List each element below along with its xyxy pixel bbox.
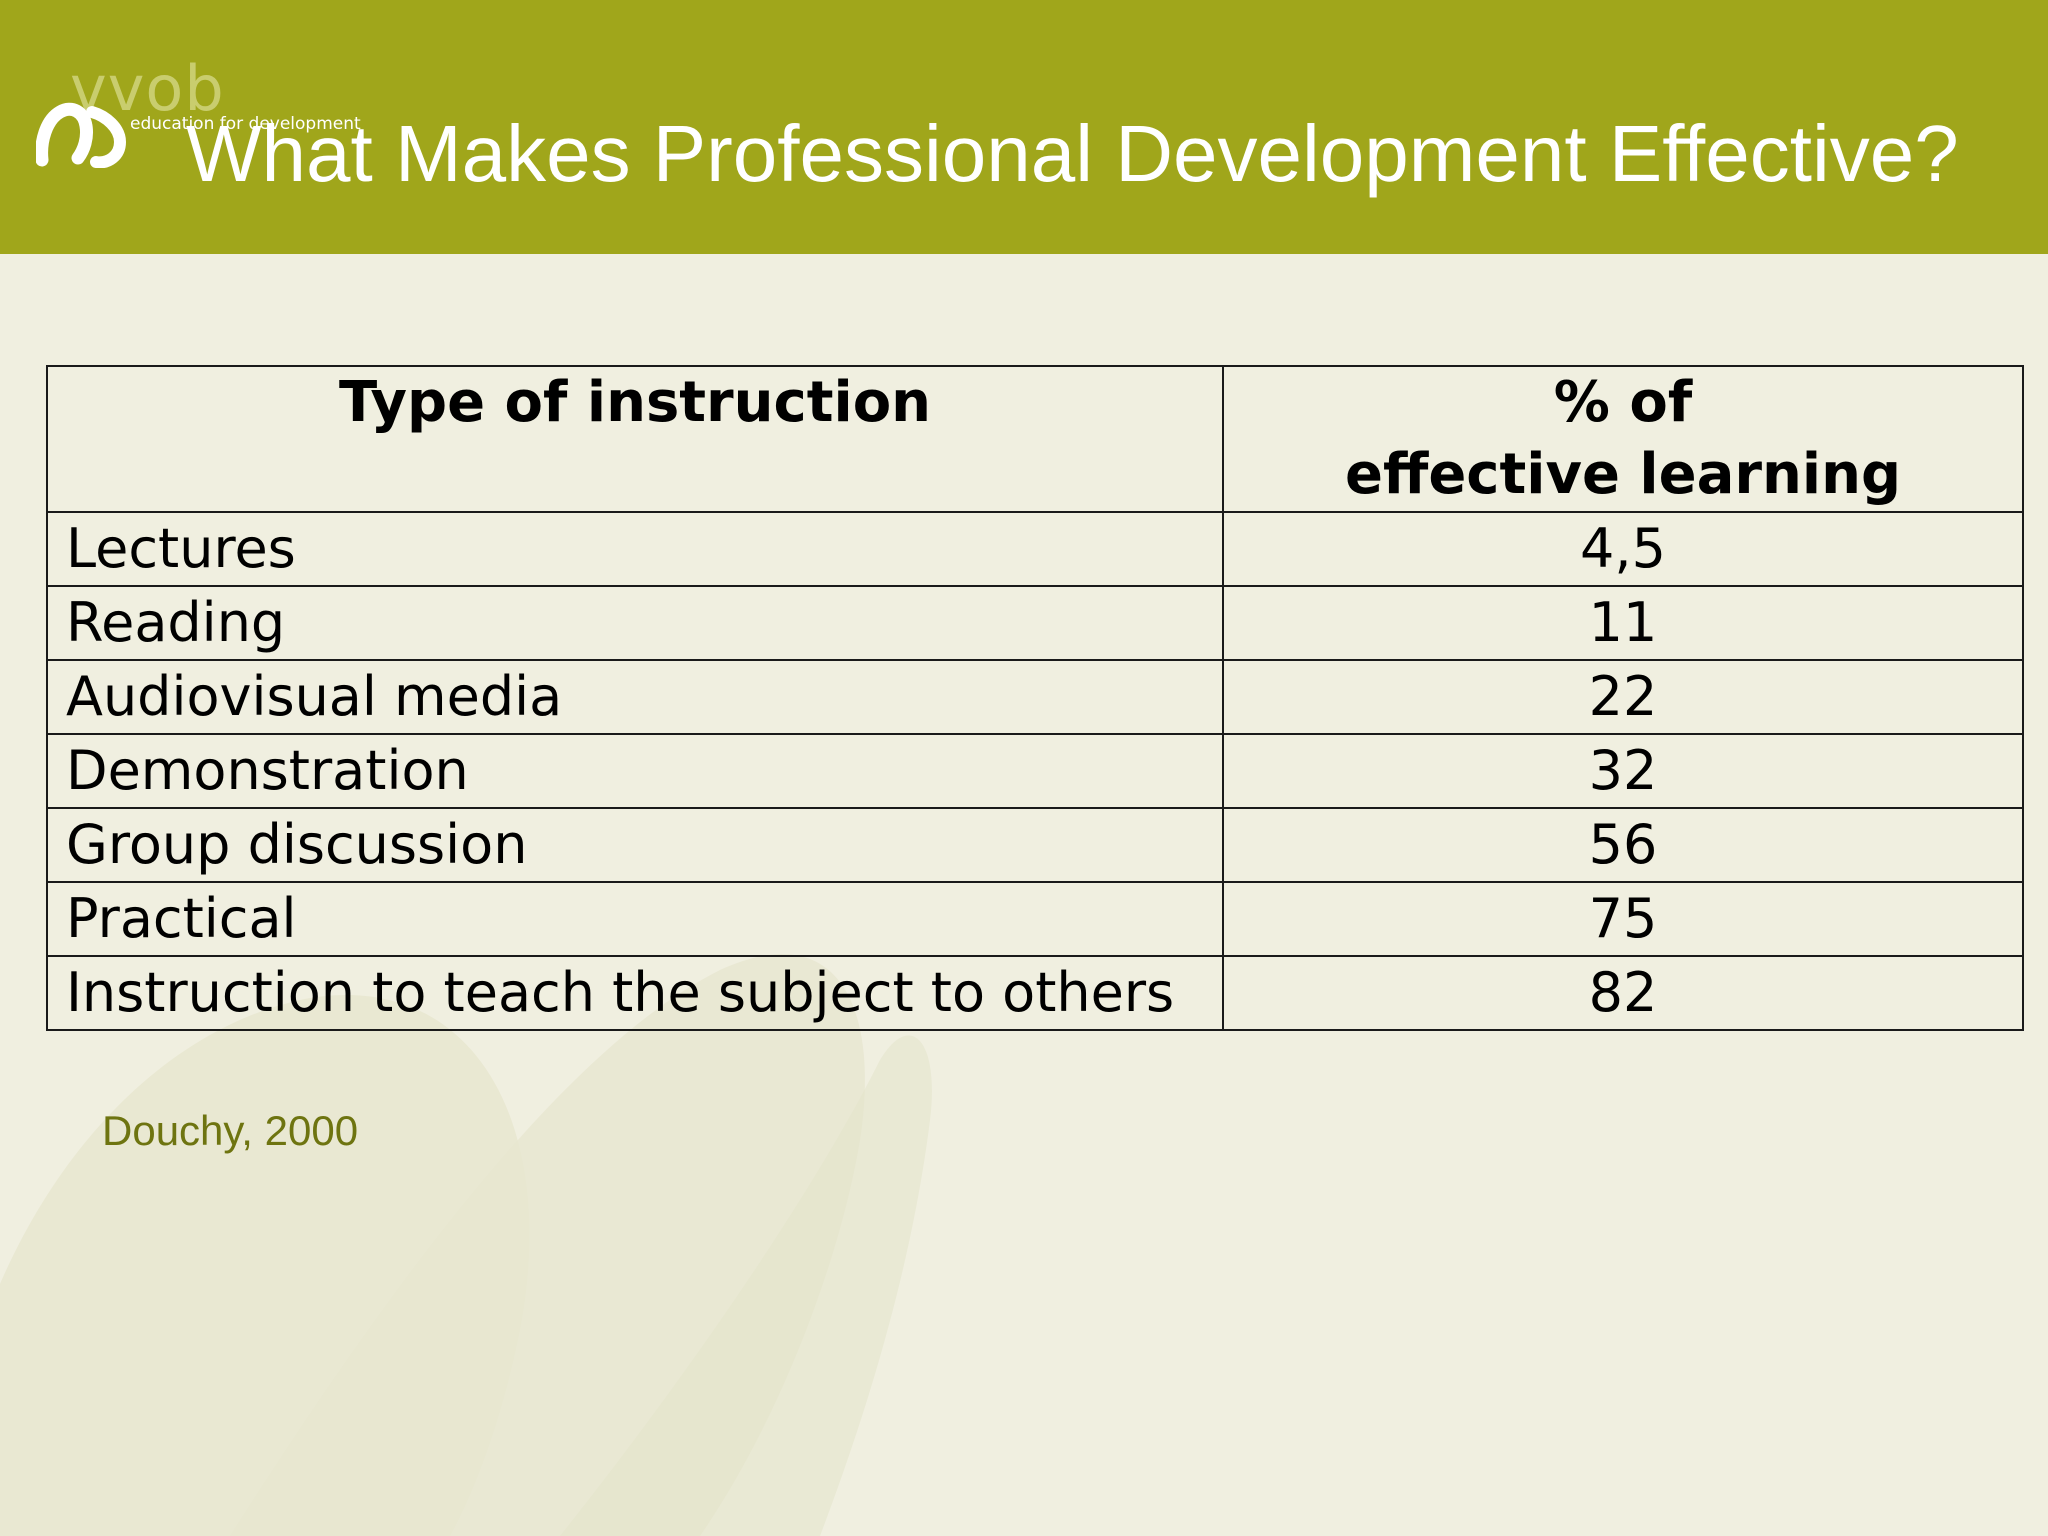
table-row: Practical 75	[46, 881, 2024, 957]
table-row: Instruction to teach the subject to othe…	[46, 955, 2024, 1031]
table-row: Audiovisual media 22	[46, 659, 2024, 735]
cell-percent: 22	[1222, 659, 2024, 735]
instruction-table: Type of instruction % of effective learn…	[46, 365, 2024, 1031]
header-percent-line1: % of	[1553, 370, 1693, 435]
table-row: Demonstration 32	[46, 733, 2024, 809]
logo: vvob education for development	[36, 58, 361, 178]
cell-percent: 11	[1222, 585, 2024, 661]
header-percent-effective-learning: % of effective learning	[1222, 365, 2024, 513]
cell-type: Practical	[46, 881, 1224, 957]
cell-type: Lectures	[46, 511, 1224, 587]
cell-type: Group discussion	[46, 807, 1224, 883]
cell-type: Demonstration	[46, 733, 1224, 809]
source-citation: Douchy, 2000	[102, 1107, 359, 1154]
cell-percent: 4,5	[1222, 511, 2024, 587]
cell-percent: 56	[1222, 807, 2024, 883]
cell-type: Instruction to teach the subject to othe…	[46, 955, 1224, 1031]
cell-type: Audiovisual media	[46, 659, 1224, 735]
header-bar: vvob education for development What Make…	[0, 0, 2048, 254]
header-type-of-instruction: Type of instruction	[46, 365, 1224, 513]
vvob-logo-icon	[36, 102, 127, 168]
header-percent-line2: effective learning	[1344, 442, 1902, 507]
slide-title: What Makes Professional Development Effe…	[186, 109, 1959, 198]
table-row: Group discussion 56	[46, 807, 2024, 883]
logo-tagline: education for development	[130, 114, 361, 134]
cell-type: Reading	[46, 585, 1224, 661]
table-header-row: Type of instruction % of effective learn…	[46, 365, 2024, 513]
cell-percent: 75	[1222, 881, 2024, 957]
table-row: Reading 11	[46, 585, 2024, 661]
table-row: Lectures 4,5	[46, 511, 2024, 587]
cell-percent: 82	[1222, 955, 2024, 1031]
cell-percent: 32	[1222, 733, 2024, 809]
